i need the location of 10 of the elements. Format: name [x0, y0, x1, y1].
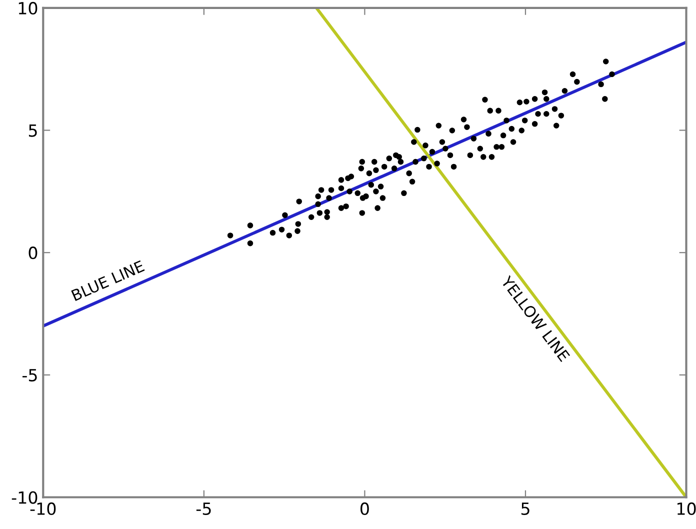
x-tick-label: 0	[360, 502, 369, 516]
y-tick-label: -10	[12, 491, 38, 504]
x-tick-label: -5	[196, 502, 211, 516]
y-tick-label: 0	[28, 246, 38, 260]
x-tick-label: 5	[521, 502, 530, 516]
y-tick-label: -5	[22, 369, 37, 382]
annotation: BLUE LINE	[71, 260, 145, 302]
y-tick-label: 10	[18, 2, 38, 15]
y-tick-label: 5	[28, 124, 37, 137]
x-tick-label: 10	[677, 502, 696, 516]
